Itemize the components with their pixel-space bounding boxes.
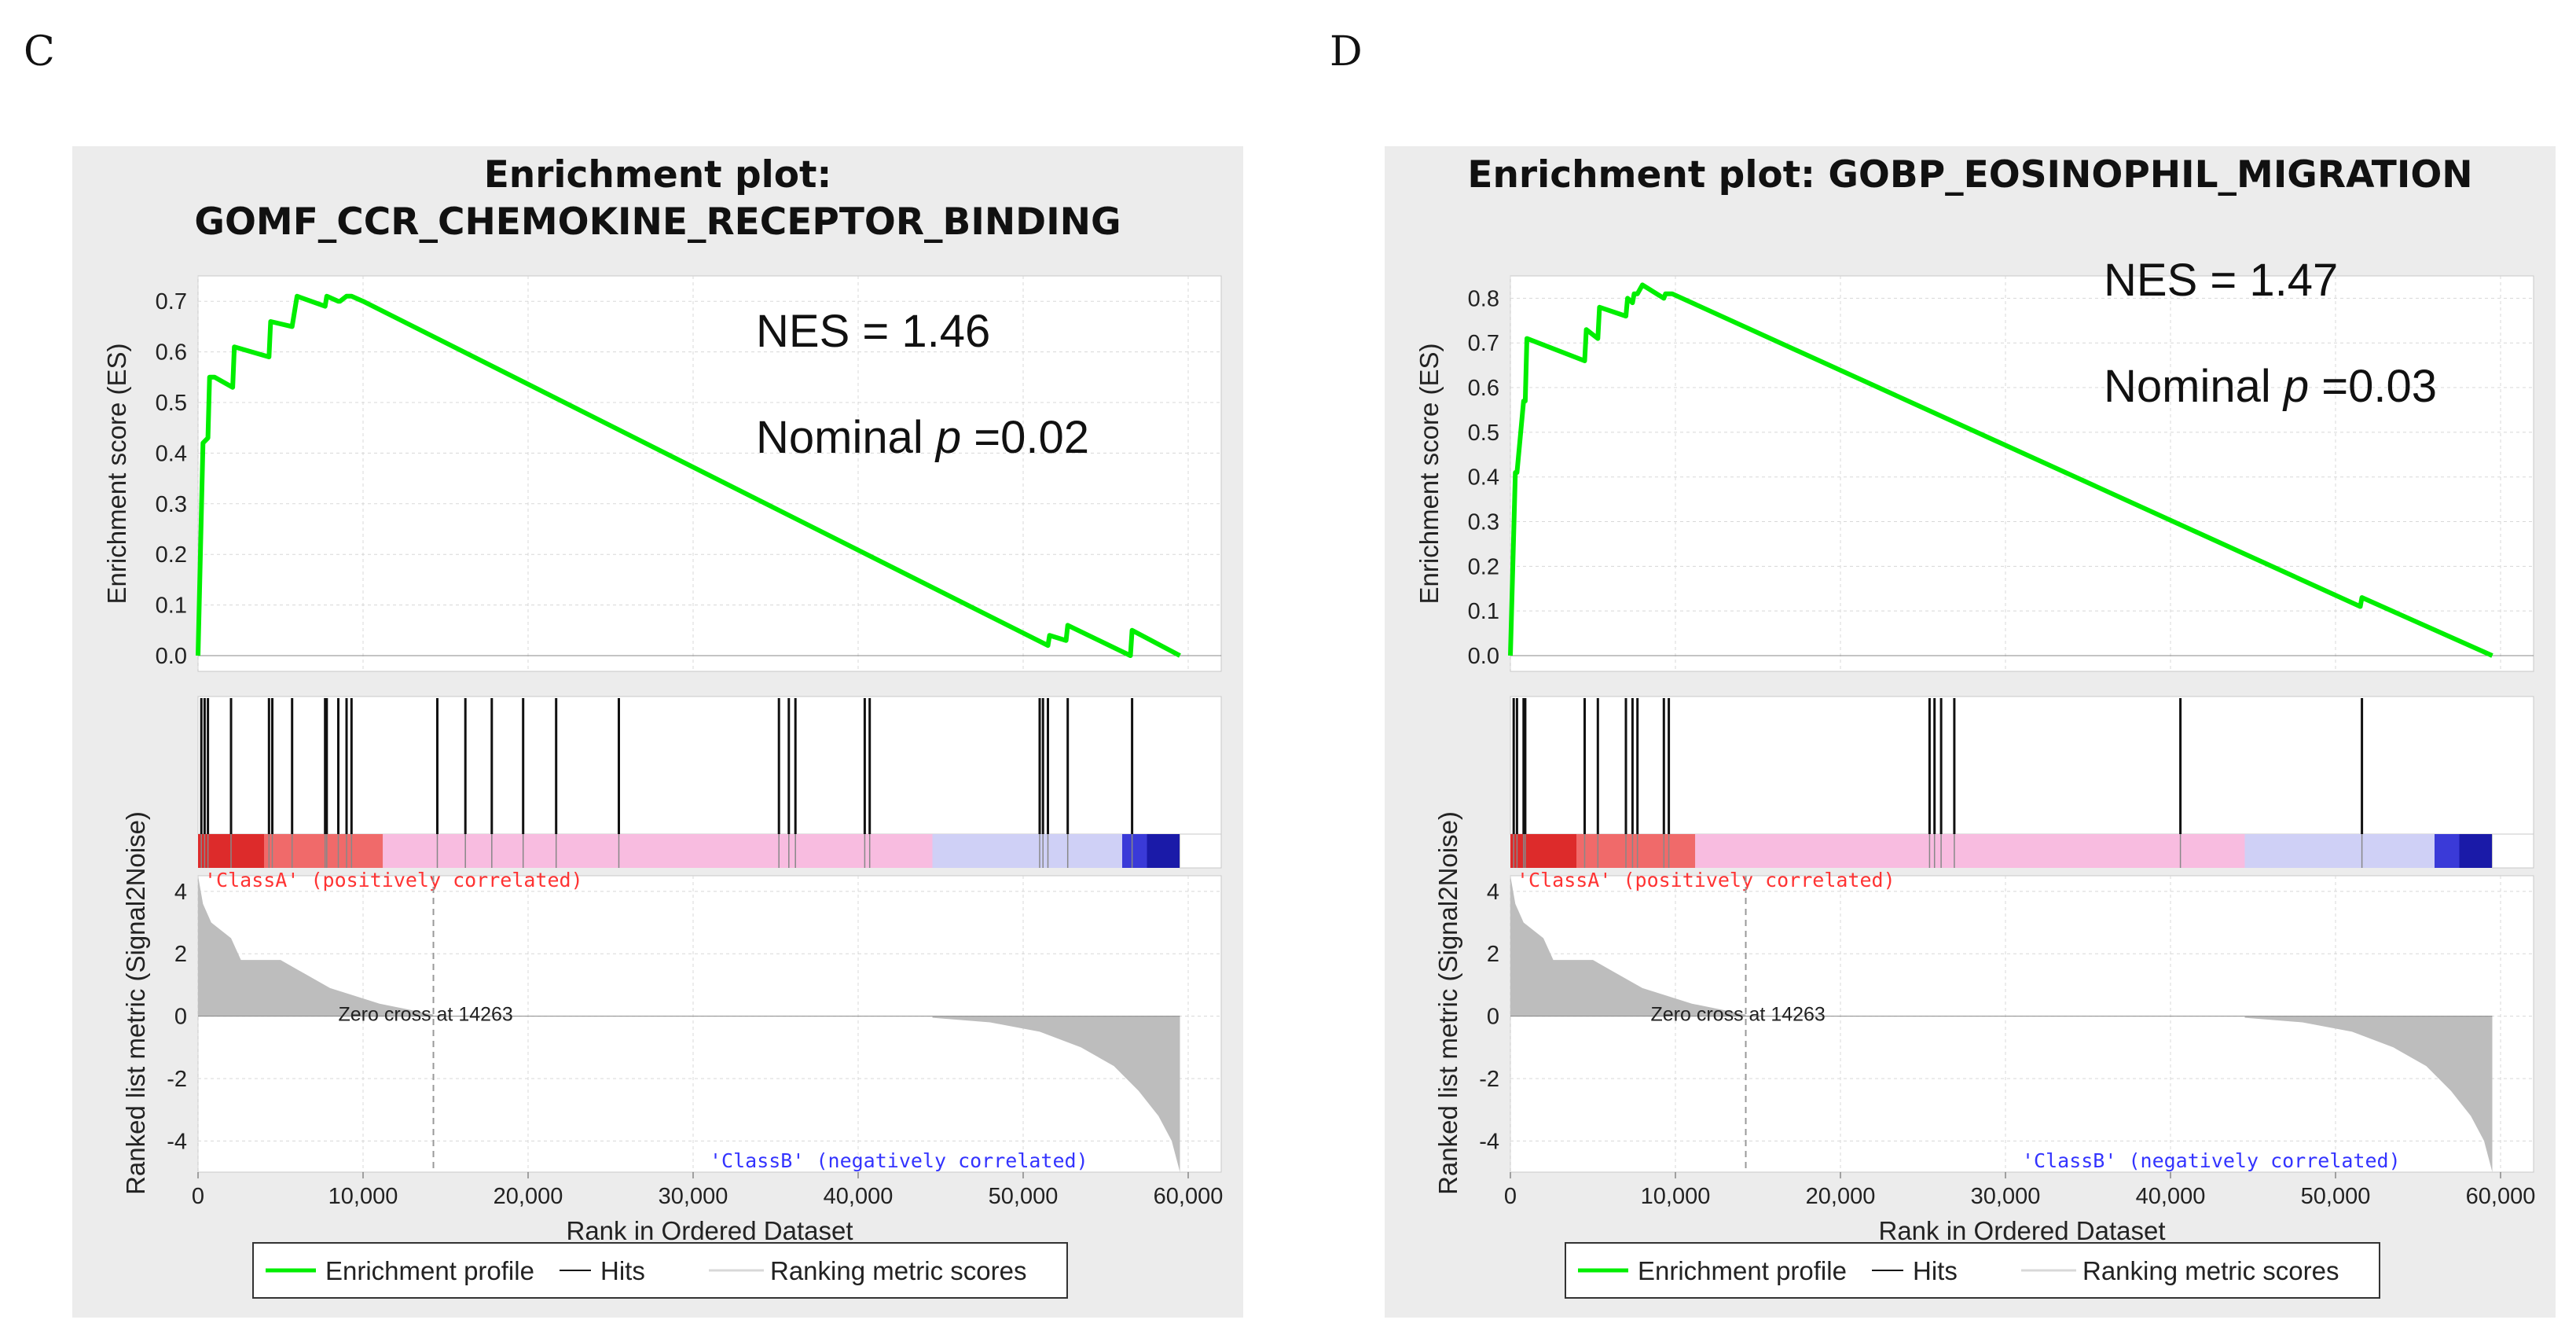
chart-c-rank-colorbar-segment xyxy=(1147,834,1180,868)
chart-d-metric-ytick-label: -4 xyxy=(1479,1129,1499,1154)
chart-d-legend-profile-label: Enrichment profile xyxy=(1638,1256,1847,1285)
chart-d-xlabel: Rank in Ordered Dataset xyxy=(1878,1216,2165,1245)
chart-d-metric-negative-area xyxy=(2244,1016,2493,1172)
chart-d-metric-ytick-label: -2 xyxy=(1479,1067,1499,1092)
chart-d-es-ytick-label: 0.1 xyxy=(1468,599,1499,624)
chart-c-es-ytick-label: 0.5 xyxy=(156,391,187,416)
panel-letter-c: C xyxy=(24,28,55,75)
enrichment-chart-c: Enrichment plot:GOMF_CCR_CHEMOKINE_RECEP… xyxy=(102,153,1224,1299)
chart-d-title: Enrichment plot: GOBP_EOSINOPHIL_MIGRATI… xyxy=(1467,153,2472,197)
chart-d-xtick-label: 0 xyxy=(1504,1184,1517,1209)
chart-c-xtick-label: 20,000 xyxy=(494,1184,563,1209)
chart-c-xtick-label: 30,000 xyxy=(659,1184,728,1209)
chart-c-es-ytick-label: 0.0 xyxy=(156,644,187,669)
chart-c-xtick-label: 0 xyxy=(192,1184,204,1209)
chart-c-enrichment-profile-line xyxy=(196,293,1181,658)
chart-c-rank-colorbar-segment xyxy=(932,834,1122,868)
chart-c-xlabel: Rank in Ordered Dataset xyxy=(566,1216,853,1245)
chart-d-xtick-label: 20,000 xyxy=(1806,1184,1876,1209)
chart-c-metric-ytick-label: 4 xyxy=(174,880,187,905)
enrichment-plot-panel-d: Enrichment plot: GOBP_EOSINOPHIL_MIGRATI… xyxy=(1385,146,2556,1318)
chart-d-pvalue-text: Nominal p =0.03 xyxy=(2104,361,2437,412)
chart-d-class-a-label: 'ClassA' (positively correlated) xyxy=(1517,869,1895,891)
chart-c-class-a-label: 'ClassA' (positively correlated) xyxy=(204,869,583,891)
chart-c-pvalue-text: Nominal p =0.02 xyxy=(756,412,1089,463)
chart-d-xtick-label: 40,000 xyxy=(2136,1184,2206,1209)
chart-d-pvalue-var: p xyxy=(2282,361,2309,412)
chart-d-rank-colorbar-segment xyxy=(1510,834,1576,868)
chart-d-xtick-label: 50,000 xyxy=(2301,1184,2371,1209)
chart-d-legend-hits-label: Hits xyxy=(1913,1256,1958,1285)
chart-c-rank-colorbar-segment xyxy=(264,834,383,868)
chart-c-metric-ylabel: Ranked list metric (Signal2Noise) xyxy=(121,811,150,1195)
chart-d-es-plot-area xyxy=(1510,275,2534,672)
chart-c-es-ytick-label: 0.2 xyxy=(156,542,187,568)
chart-d-pvalue-suffix: =0.03 xyxy=(2309,361,2437,412)
chart-d-metric-ytick-label: 0 xyxy=(1487,1005,1499,1030)
chart-d-nes-text: NES = 1.47 xyxy=(2104,255,2338,306)
chart-c-pvalue-var: p xyxy=(934,412,961,463)
chart-d-enrichment-profile-line xyxy=(1508,282,2493,658)
chart-c-pvalue-prefix: Nominal xyxy=(756,412,936,463)
chart-c-xtick-label: 50,000 xyxy=(989,1184,1059,1209)
chart-d-es-ylabel: Enrichment score (ES) xyxy=(1415,344,1444,605)
enrichment-chart-d: Enrichment plot: GOBP_EOSINOPHIL_MIGRATI… xyxy=(1415,153,2536,1299)
chart-c-legend-metric-label: Ranking metric scores xyxy=(770,1256,1026,1285)
chart-c-title-line2: GOMF_CCR_CHEMOKINE_RECEPTOR_BINDING xyxy=(194,200,1121,244)
chart-c-title-line1: Enrichment plot: xyxy=(484,153,832,197)
chart-d-class-b-label: 'ClassB' (negatively correlated) xyxy=(2022,1149,2401,1172)
chart-c-pvalue-suffix: =0.02 xyxy=(961,412,1089,463)
chart-d-metric-positive-area xyxy=(1510,876,1746,1016)
chart-d-pvalue-prefix: Nominal xyxy=(2104,361,2284,412)
chart-d-es-ytick-label: 0.6 xyxy=(1468,376,1499,401)
chart-d-es-ytick-label: 0.0 xyxy=(1468,644,1499,669)
enrichment-plot-panel-c: Enrichment plot: GOMF_CCR_CHEMOKINE_RECEP… xyxy=(72,146,1243,1318)
chart-c-es-ytick-label: 0.4 xyxy=(156,441,187,466)
panel-letter-d: D xyxy=(1330,28,1363,75)
chart-c-hits-area xyxy=(197,696,1222,835)
chart-d-legend-box xyxy=(1565,1242,2380,1299)
chart-c-es-ylabel: Enrichment score (ES) xyxy=(102,344,131,605)
chart-c-nes-text: NES = 1.46 xyxy=(756,306,990,357)
chart-d-metric-ytick-label: 4 xyxy=(1487,880,1499,905)
chart-d-rank-colorbar-tail xyxy=(2492,833,2534,869)
chart-d-es-ytick-label: 0.8 xyxy=(1468,286,1499,311)
chart-c-es-ytick-label: 0.3 xyxy=(156,492,187,517)
chart-d-es-ytick-label: 0.7 xyxy=(1468,331,1499,356)
chart-d-rank-colorbar-segment xyxy=(2244,834,2435,868)
chart-d-xtick-label: 10,000 xyxy=(1641,1184,1711,1209)
chart-d-rank-colorbar-segment xyxy=(1695,834,2245,868)
chart-c-metric-ytick-label: 2 xyxy=(174,942,187,967)
chart-c-metric-positive-area xyxy=(198,876,434,1016)
chart-c-xtick-label: 40,000 xyxy=(824,1184,894,1209)
chart-d-es-ytick-label: 0.4 xyxy=(1468,465,1499,491)
chart-d-rank-colorbar-segment xyxy=(1576,834,1696,868)
chart-c-metric-ytick-label: -4 xyxy=(167,1129,187,1154)
chart-c-metric-negative-area xyxy=(932,1016,1180,1172)
chart-c-es-ytick-label: 0.7 xyxy=(156,289,187,314)
chart-d-metric-ytick-label: 2 xyxy=(1487,942,1499,967)
chart-d-legend-metric-label: Ranking metric scores xyxy=(2082,1256,2339,1285)
chart-d-xtick-label: 60,000 xyxy=(2466,1184,2536,1209)
chart-c-legend-profile-label: Enrichment profile xyxy=(325,1256,534,1285)
chart-c-rank-colorbar-segment xyxy=(383,834,933,868)
chart-d-xtick-label: 30,000 xyxy=(1971,1184,2041,1209)
chart-d-es-ytick-label: 0.2 xyxy=(1468,554,1499,579)
chart-c-metric-ytick-label: 0 xyxy=(174,1005,187,1030)
chart-c-legend-box xyxy=(252,1242,1068,1299)
chart-d-zero-cross-label: Zero cross at 14263 xyxy=(1651,1004,1826,1026)
chart-d-metric-ylabel: Ranked list metric (Signal2Noise) xyxy=(1433,811,1462,1195)
chart-d-es-ytick-label: 0.5 xyxy=(1468,421,1499,446)
chart-c-metric-ytick-label: -2 xyxy=(167,1067,187,1092)
chart-c-xtick-label: 60,000 xyxy=(1154,1184,1224,1209)
chart-c-es-ytick-label: 0.6 xyxy=(156,340,187,366)
chart-d-rank-colorbar-segment xyxy=(2459,834,2493,868)
chart-c-legend-hits-label: Hits xyxy=(600,1256,645,1285)
chart-c-rank-colorbar-tail xyxy=(1180,833,1222,869)
chart-c-zero-cross-label: Zero cross at 14263 xyxy=(339,1004,513,1026)
chart-c-class-b-label: 'ClassB' (negatively correlated) xyxy=(710,1149,1088,1172)
chart-d-es-ytick-label: 0.3 xyxy=(1468,510,1499,535)
chart-c-xtick-label: 10,000 xyxy=(328,1184,398,1209)
chart-c-es-ytick-label: 0.1 xyxy=(156,594,187,619)
